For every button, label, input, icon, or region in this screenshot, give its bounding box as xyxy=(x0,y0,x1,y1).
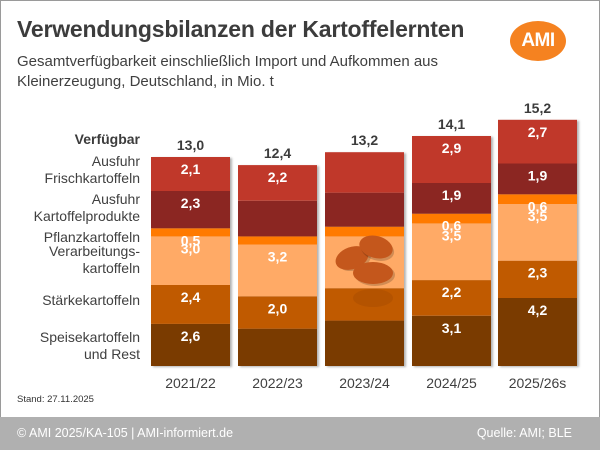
data-label: 3,2 xyxy=(268,249,288,265)
chart-title: Verwendungsbilanzen der Kartoffelernten xyxy=(17,16,465,42)
bar-segment xyxy=(238,236,317,245)
bar-2025/26s xyxy=(498,119,577,366)
bar-segment xyxy=(238,165,317,201)
bar-segment xyxy=(498,260,577,298)
potato-icon xyxy=(353,262,393,284)
bar-segment xyxy=(151,157,230,191)
data-label: 3,0 xyxy=(181,240,201,256)
data-label: 1,9 xyxy=(442,187,462,203)
data-label: 4,2 xyxy=(528,302,548,318)
bar-segment xyxy=(238,328,317,366)
legend-label: Verarbeitungs- xyxy=(49,243,140,259)
legend-label: Ausfuhr xyxy=(92,191,141,207)
bar-segment xyxy=(498,119,577,164)
chart-subtitle: Gesamtverfügbarkeit einschließlich Impor… xyxy=(17,52,487,92)
bar-segment xyxy=(325,320,404,366)
data-label: 2,6 xyxy=(181,328,201,344)
potato-icon xyxy=(359,235,393,259)
subtitle-line-1: Gesamtverfügbarkeit einschließlich Impor… xyxy=(17,53,439,70)
x-tick-label: 2022/23 xyxy=(252,375,303,391)
bar-segment xyxy=(151,285,230,324)
data-label: 0,6 xyxy=(442,218,462,234)
potato-illustration xyxy=(335,235,395,307)
bar-segment xyxy=(498,204,577,261)
legend-label: und Rest xyxy=(84,346,140,362)
bar-segment xyxy=(238,296,317,329)
bar-segment xyxy=(325,226,404,237)
bar-segment xyxy=(238,244,317,297)
legend-label: Kartoffelprodukte xyxy=(34,208,141,224)
data-label: 2,3 xyxy=(528,265,548,281)
bar-2022/23 xyxy=(238,165,317,366)
bar-segment xyxy=(412,182,491,214)
legend-label: Speisekartoffeln xyxy=(40,329,140,345)
legend-total-label: Verfügbar xyxy=(75,131,141,147)
bar-segment xyxy=(412,315,491,366)
potato-icon xyxy=(335,246,369,270)
bar-segment xyxy=(325,152,404,193)
x-tick-label: 2021/22 xyxy=(165,375,216,391)
bar-2021/22 xyxy=(151,157,230,366)
legend-label: Pflanzkartoffeln xyxy=(44,229,140,245)
data-label: 0,6 xyxy=(528,198,548,214)
bar-segment xyxy=(151,236,230,285)
ami-logo: AMI xyxy=(510,21,566,61)
bar-segment xyxy=(151,228,230,237)
data-label: 2,2 xyxy=(268,169,288,185)
bar-segment xyxy=(412,136,491,183)
total-label: 14,1 xyxy=(438,116,465,132)
data-label: 3,5 xyxy=(528,208,548,224)
total-label: 13,2 xyxy=(351,132,378,148)
data-label: 2,0 xyxy=(268,300,288,316)
legend-label: Frischkartoffeln xyxy=(45,170,140,186)
copyright-text: © AMI 2025/KA-105 | AMI-informiert.de xyxy=(17,426,234,440)
data-label: 1,9 xyxy=(528,168,548,184)
stand-date: Stand: 27.11.2025 xyxy=(17,394,94,405)
data-label: 3,1 xyxy=(442,320,462,336)
bar-segment xyxy=(412,280,491,316)
data-label: 2,4 xyxy=(181,289,201,305)
bar-segment xyxy=(498,163,577,195)
bar-segment xyxy=(412,213,491,224)
data-label: 2,9 xyxy=(442,140,462,156)
source-text: Quelle: AMI; BLE xyxy=(476,426,572,440)
total-label: 12,4 xyxy=(264,145,291,161)
legend-label: kartoffeln xyxy=(83,260,140,276)
bar-2024/25 xyxy=(412,136,491,366)
data-label: 3,5 xyxy=(442,227,462,243)
x-tick-label: 2025/26s xyxy=(509,375,567,391)
x-tick-label: 2023/24 xyxy=(339,375,390,391)
data-label: 0,5 xyxy=(181,232,201,248)
data-label: 2,2 xyxy=(442,284,462,300)
data-label: 2,1 xyxy=(181,161,201,177)
stacked-bar-chart: 2,6 2,4 3,00,5 2,3 2,1 13,0 2021/22 2,0 3,2 2,2 12… xyxy=(34,100,577,391)
x-tick-label: 2024/25 xyxy=(426,375,477,391)
bar-segment xyxy=(238,200,317,237)
data-label: 2,7 xyxy=(528,124,548,140)
bar-segment xyxy=(151,191,230,229)
subtitle-line-2: Kleinerzeugung, Deutschland, in Mio. t xyxy=(17,73,274,90)
bar-segment xyxy=(412,223,491,281)
footer-bar: © AMI 2025/KA-105 | AMI-informiert.de Qu… xyxy=(0,417,600,450)
bar-segment xyxy=(151,323,230,366)
bar-segment xyxy=(325,192,404,227)
bar-segment xyxy=(498,194,577,204)
data-label: 2,3 xyxy=(181,195,201,211)
legend-label: Ausfuhr xyxy=(92,153,141,169)
potato-reflection xyxy=(353,289,393,307)
legend-label: Stärkekartoffeln xyxy=(42,292,140,308)
total-label: 15,2 xyxy=(524,100,551,116)
total-label: 13,0 xyxy=(177,137,204,153)
bar-segment xyxy=(498,298,577,366)
